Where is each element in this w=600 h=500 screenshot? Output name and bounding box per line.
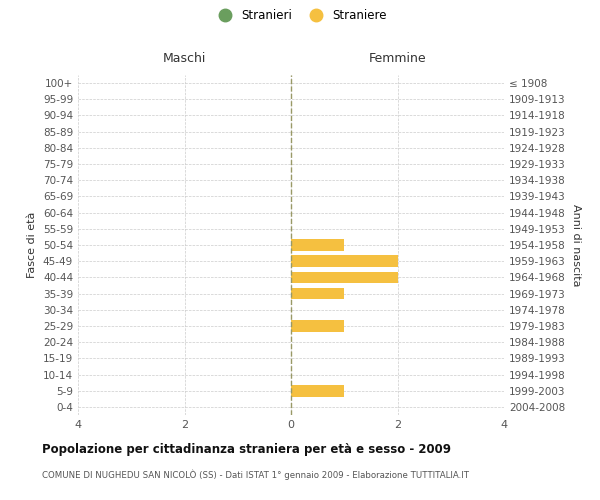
Bar	[291, 288, 344, 300]
Text: Femmine: Femmine	[368, 52, 427, 65]
Text: Popolazione per cittadinanza straniera per età e sesso - 2009: Popolazione per cittadinanza straniera p…	[42, 442, 451, 456]
Bar	[291, 239, 344, 251]
Text: COMUNE DI NUGHEDU SAN NICOLÒ (SS) - Dati ISTAT 1° gennaio 2009 - Elaborazione TU: COMUNE DI NUGHEDU SAN NICOLÒ (SS) - Dati…	[42, 469, 469, 480]
Bar	[291, 272, 398, 283]
Text: Maschi: Maschi	[163, 52, 206, 65]
Bar	[291, 320, 344, 332]
Y-axis label: Fasce di età: Fasce di età	[28, 212, 37, 278]
Legend: Stranieri, Straniere: Stranieri, Straniere	[209, 6, 391, 26]
Bar	[291, 385, 344, 396]
Y-axis label: Anni di nascita: Anni di nascita	[571, 204, 581, 286]
Bar	[291, 256, 398, 267]
